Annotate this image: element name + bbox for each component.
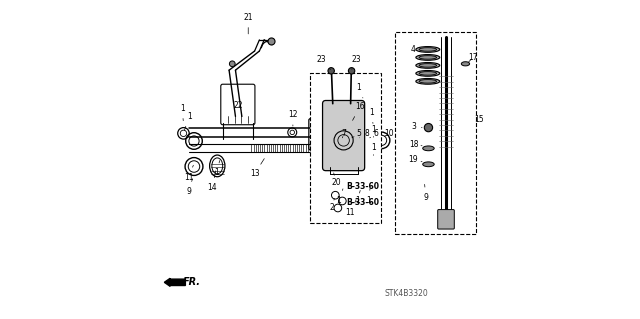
Text: B-33-60: B-33-60 (347, 182, 380, 191)
Ellipse shape (422, 162, 434, 167)
Text: 18: 18 (409, 140, 422, 149)
Text: 13: 13 (250, 159, 264, 178)
Text: 21: 21 (243, 13, 253, 34)
Ellipse shape (416, 78, 440, 84)
Circle shape (424, 123, 433, 132)
Text: 11: 11 (346, 200, 356, 217)
Ellipse shape (419, 56, 436, 59)
Circle shape (348, 68, 355, 74)
Text: B-33-60: B-33-60 (347, 198, 380, 207)
FancyArrow shape (164, 278, 186, 286)
Ellipse shape (416, 63, 440, 68)
Text: 6: 6 (370, 130, 378, 138)
Text: 1: 1 (180, 104, 184, 121)
Text: 1: 1 (184, 112, 191, 130)
Text: 1: 1 (371, 143, 376, 155)
Text: 15: 15 (475, 115, 484, 124)
Text: 23: 23 (352, 55, 362, 69)
Text: 12: 12 (288, 110, 298, 126)
Ellipse shape (416, 55, 440, 60)
Text: 5: 5 (352, 130, 362, 138)
Text: 7: 7 (342, 130, 346, 138)
Ellipse shape (461, 62, 470, 66)
Ellipse shape (416, 70, 440, 76)
Ellipse shape (419, 48, 436, 51)
Text: 19: 19 (409, 155, 422, 164)
Text: 1: 1 (336, 189, 343, 205)
Text: 1: 1 (214, 160, 220, 177)
Circle shape (328, 68, 334, 74)
Text: 20: 20 (331, 173, 340, 187)
Text: 23: 23 (317, 55, 330, 70)
Text: 1: 1 (369, 108, 374, 123)
Text: 22: 22 (234, 101, 243, 116)
Bar (395, 32, 476, 234)
Ellipse shape (419, 72, 436, 75)
FancyBboxPatch shape (438, 210, 454, 229)
FancyBboxPatch shape (323, 100, 365, 171)
Text: 11: 11 (184, 165, 193, 182)
Text: 10: 10 (384, 130, 394, 138)
Text: 17: 17 (468, 53, 478, 62)
Text: 14: 14 (207, 171, 217, 192)
Text: 3: 3 (411, 122, 422, 130)
Text: 1: 1 (355, 190, 360, 205)
Text: 2: 2 (330, 198, 335, 212)
Text: 9: 9 (424, 184, 428, 202)
Text: FR.: FR. (183, 277, 201, 287)
Text: 4: 4 (411, 45, 419, 56)
Text: 16: 16 (353, 102, 365, 120)
Text: 1: 1 (366, 189, 371, 205)
Ellipse shape (416, 47, 440, 52)
Text: 8: 8 (360, 130, 369, 138)
Circle shape (229, 61, 235, 67)
Circle shape (268, 38, 275, 45)
Ellipse shape (422, 146, 434, 151)
Text: 1: 1 (371, 125, 376, 137)
Text: 9: 9 (186, 179, 193, 196)
Text: 1: 1 (356, 83, 363, 98)
Bar (310, 73, 381, 223)
Ellipse shape (419, 80, 436, 83)
Ellipse shape (419, 64, 436, 67)
Text: STK4B3320: STK4B3320 (384, 289, 428, 298)
